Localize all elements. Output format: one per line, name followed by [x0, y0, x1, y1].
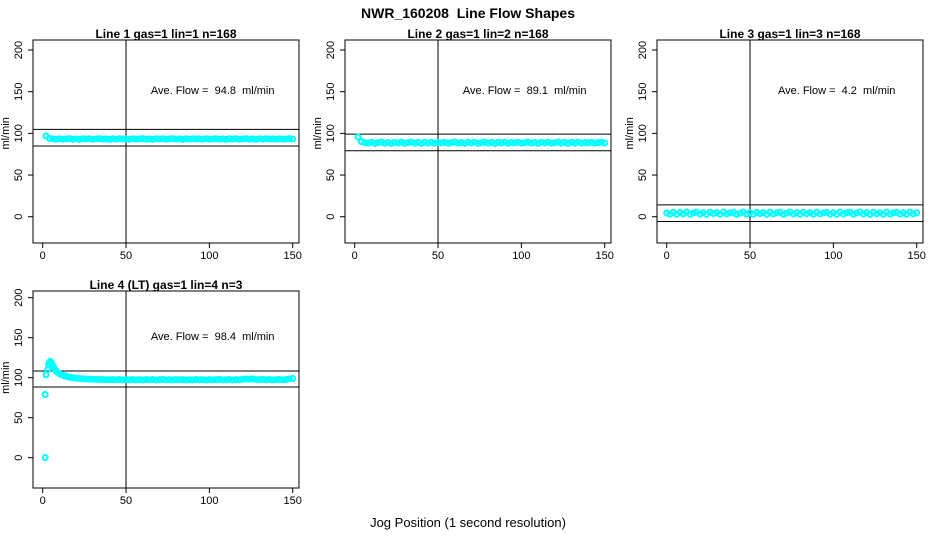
svg-text:ml/min: ml/min — [624, 117, 636, 149]
svg-text:0: 0 — [664, 250, 670, 262]
panel-4-plot: 0 50 100 150 0 50 100 150 200 ml/min — [0, 289, 302, 507]
svg-text:0: 0 — [637, 214, 649, 220]
svg-text:50: 50 — [13, 412, 25, 424]
svg-text:ml/min: ml/min — [0, 362, 12, 394]
panel-line-4: 0 50 100 150 0 50 100 150 200 ml/min Line 4 (LT) … — [0, 277, 312, 520]
svg-text:50: 50 — [744, 250, 756, 262]
svg-text:0: 0 — [325, 214, 337, 220]
panel-2-plot: 0 50 100 150 0 50 100 150 200 ml/min — [312, 39, 614, 262]
panel-1-title: Line 1 gas=1 lin=1 n=168 — [95, 27, 237, 41]
panel-4-avg-flow-label: Ave. Flow = 98.4 ml/min — [150, 330, 275, 343]
svg-text:100: 100 — [512, 250, 530, 262]
figure-xlabel: Jog Position (1 second resolution) — [370, 515, 566, 530]
panel-line-2: 0 50 100 150 0 50 100 150 200 ml/min Line 2 gas=1… — [312, 26, 624, 269]
svg-text:0: 0 — [13, 214, 25, 220]
svg-text:200: 200 — [637, 41, 649, 59]
svg-text:ml/min: ml/min — [312, 117, 324, 149]
svg-text:100: 100 — [325, 124, 337, 142]
svg-text:100: 100 — [200, 250, 218, 262]
svg-text:0: 0 — [352, 250, 358, 262]
svg-text:50: 50 — [432, 250, 444, 262]
svg-text:150: 150 — [637, 83, 649, 101]
svg-text:150: 150 — [284, 495, 302, 507]
svg-text:0: 0 — [40, 250, 46, 262]
svg-text:ml/min: ml/min — [0, 117, 12, 149]
svg-text:150: 150 — [596, 250, 614, 262]
svg-text:150: 150 — [908, 250, 926, 262]
svg-text:50: 50 — [13, 169, 25, 181]
panel-1-plot: 0 50 100 150 0 50 100 150 200 ml/min — [0, 39, 302, 262]
svg-text:50: 50 — [637, 169, 649, 181]
svg-text:100: 100 — [200, 495, 218, 507]
panel-3-avg-flow-label: Ave. Flow = 4.2 ml/min — [777, 84, 896, 97]
svg-text:0: 0 — [13, 455, 25, 461]
figure-title: NWR_160208 Line Flow Shapes — [361, 5, 575, 21]
svg-text:150: 150 — [325, 83, 337, 101]
svg-text:150: 150 — [13, 329, 25, 347]
svg-text:50: 50 — [120, 250, 132, 262]
svg-text:100: 100 — [13, 124, 25, 142]
svg-text:50: 50 — [325, 169, 337, 181]
panel-3-plot: 0 50 100 150 0 50 100 150 200 ml/min — [624, 39, 926, 262]
svg-text:150: 150 — [13, 83, 25, 101]
panel-3-title: Line 3 gas=1 lin=3 n=168 — [719, 27, 861, 41]
svg-text:0: 0 — [40, 495, 46, 507]
svg-text:100: 100 — [637, 124, 649, 142]
panel-1-avg-flow-label: Ave. Flow = 94.8 ml/min — [150, 84, 275, 97]
panel-line-1: 0 50 100 150 0 50 100 150 200 ml/min Line 1 gas=1… — [0, 26, 312, 269]
svg-text:100: 100 — [824, 250, 842, 262]
svg-text:200: 200 — [13, 289, 25, 307]
panel-line-3: 0 50 100 150 0 50 100 150 200 ml/min Line 3 gas=1… — [624, 26, 936, 269]
svg-text:50: 50 — [120, 495, 132, 507]
svg-text:100: 100 — [13, 369, 25, 387]
svg-text:200: 200 — [13, 41, 25, 59]
panel-2-title: Line 2 gas=1 lin=2 n=168 — [407, 27, 549, 41]
panel-4-title: Line 4 (LT) gas=1 lin=4 n=3 — [89, 278, 243, 292]
panel-2-avg-flow-label: Ave. Flow = 89.1 ml/min — [462, 84, 587, 97]
svg-text:200: 200 — [325, 41, 337, 59]
svg-text:150: 150 — [284, 250, 302, 262]
